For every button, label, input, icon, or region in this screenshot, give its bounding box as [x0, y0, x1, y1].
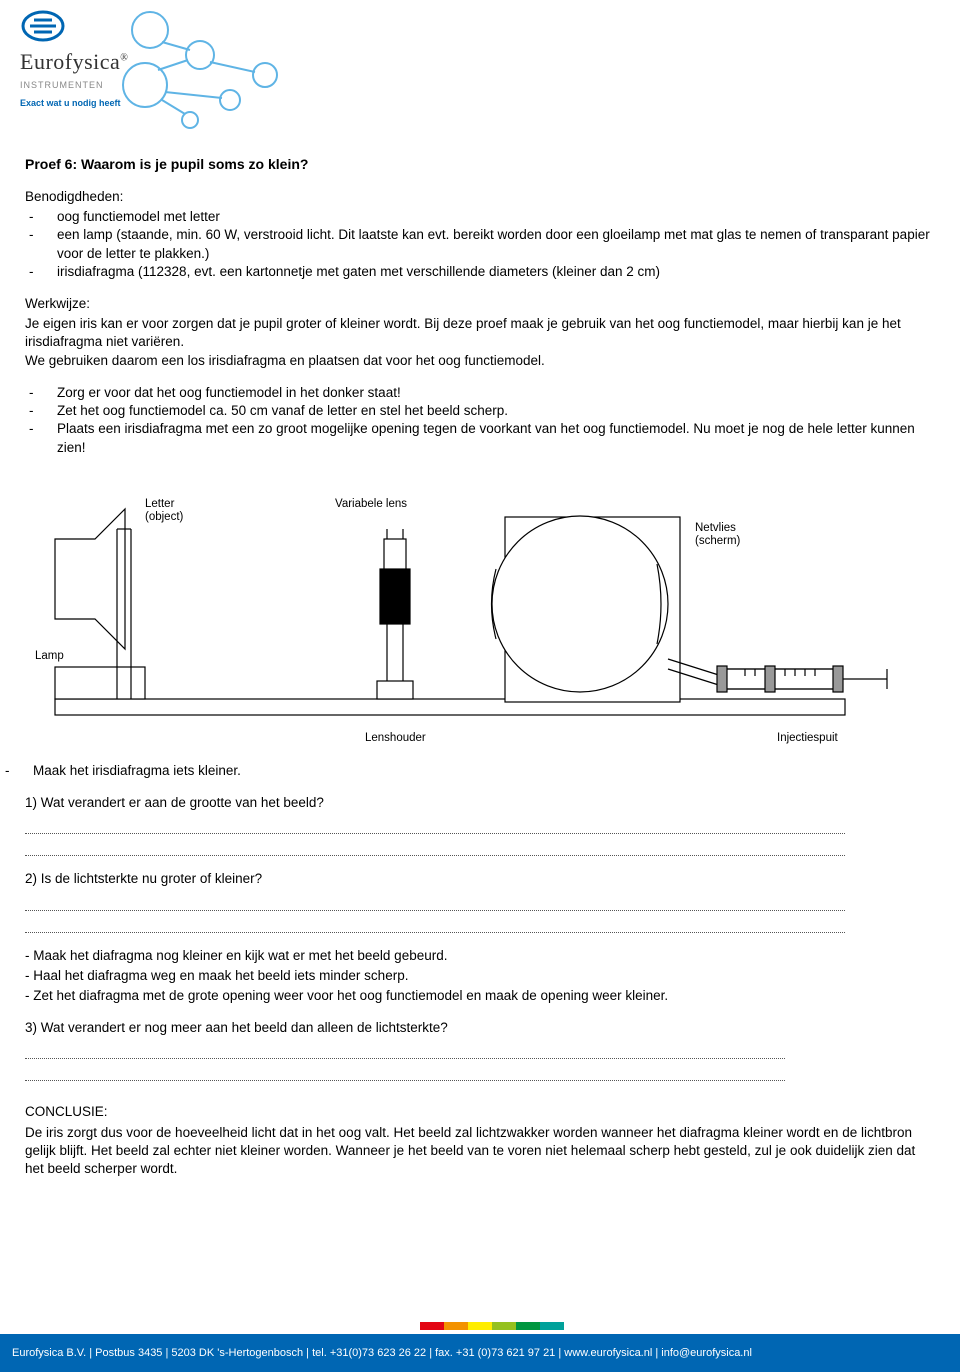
question-3: 3) Wat verandert er nog meer aan het bee…: [25, 1019, 935, 1037]
benodigdheden-item-1: een lamp (staande, min. 60 W, verstrooid…: [57, 226, 935, 262]
question-2: 2) Is de lichtsterkte nu groter of klein…: [25, 870, 935, 888]
list-item: -een lamp (staande, min. 60 W, verstrooi…: [29, 226, 935, 262]
benodigdheden-item-2: irisdiafragma (112328, evt. een kartonne…: [57, 263, 935, 281]
conclusie-text: De iris zorgt dus voor de hoeveelheid li…: [25, 1124, 935, 1179]
list-item: -Plaats een irisdiafragma met een zo gro…: [29, 420, 935, 456]
answer-line[interactable]: [25, 840, 845, 856]
werkwijze-heading: Werkwijze:: [25, 295, 935, 313]
werkwijze-step-0: Zorg er voor dat het oog functiemodel in…: [57, 384, 935, 402]
logo-icon: [20, 10, 66, 42]
benodigdheden-heading: Benodigdheden:: [25, 188, 935, 206]
diagram-label-injectiespuit: Injectiespuit: [777, 732, 839, 744]
werkwijze-step-2: Plaats een irisdiafragma met een zo groo…: [57, 420, 935, 456]
mid-instr-2: - Zet het diafragma met de grote opening…: [25, 987, 935, 1005]
document-body: Proef 6: Waarom is je pupil soms zo klei…: [0, 155, 960, 1178]
mid-instr-0: - Maak het diafragma nog kleiner en kijk…: [25, 947, 935, 965]
answer-line[interactable]: [25, 917, 845, 933]
mid-instructions: - Maak het diafragma nog kleiner en kijk…: [25, 947, 935, 1006]
mid-instr-1: - Haal het diafragma weg en maak het bee…: [25, 967, 935, 985]
answer-line[interactable]: [25, 1065, 785, 1081]
werkwijze-intro: Je eigen iris kan er voor zorgen dat je …: [25, 315, 935, 370]
answer-line[interactable]: [25, 895, 845, 911]
footer-stripe: [0, 1322, 960, 1330]
page-header: Eurofysica® INSTRUMENTEN Exact wat u nod…: [0, 0, 960, 155]
diagram-label-varlens: Variabele lens: [335, 498, 407, 510]
footer-text: Eurofysica B.V. | Postbus 3435 | 5203 DK…: [12, 1346, 752, 1361]
diagram-label-lamp: Lamp: [35, 650, 64, 662]
question-1: 1) Wat verandert er aan de grootte van h…: [25, 794, 935, 812]
list-item: -oog functiemodel met letter: [29, 208, 935, 226]
benodigdheden-item-0: oog functiemodel met letter: [57, 208, 935, 226]
diagram-label-lenshouder: Lenshouder: [365, 732, 426, 744]
instr-after-diagram: -Maak het irisdiafragma iets kleiner.: [5, 762, 935, 780]
document-title: Proef 6: Waarom is je pupil soms zo klei…: [25, 155, 935, 174]
instr-after-diagram-text: Maak het irisdiafragma iets kleiner.: [33, 762, 935, 780]
experiment-diagram: Letter(object) Variabele lens Netvlies(s…: [25, 469, 935, 754]
benodigdheden-list: -oog functiemodel met letter -een lamp (…: [29, 208, 935, 281]
werkwijze-step-1: Zet het oog functiemodel ca. 50 cm vanaf…: [57, 402, 935, 420]
werkwijze-steps: -Zorg er voor dat het oog functiemodel i…: [29, 384, 935, 457]
list-item: -Zet het oog functiemodel ca. 50 cm vana…: [29, 402, 935, 420]
conclusie-heading: CONCLUSIE:: [25, 1103, 935, 1121]
diagram-label-letter: Letter(object): [145, 498, 184, 523]
footer-bar: Eurofysica B.V. | Postbus 3435 | 5203 DK…: [0, 1334, 960, 1372]
diagram-label-netvlies: Netvlies(scherm): [695, 522, 741, 547]
answer-line[interactable]: [25, 1043, 785, 1059]
list-item: -Zorg er voor dat het oog functiemodel i…: [29, 384, 935, 402]
decorative-molecule-icon: [90, 0, 350, 150]
list-item: -irisdiafragma (112328, evt. een kartonn…: [29, 263, 935, 281]
answer-line[interactable]: [25, 818, 845, 834]
